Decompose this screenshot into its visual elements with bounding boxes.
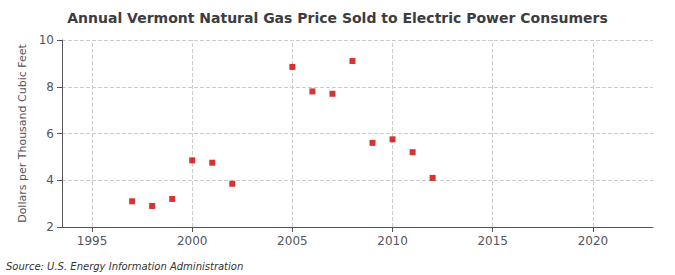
svg-text:2020: 2020 <box>578 234 609 248</box>
svg-text:2000: 2000 <box>177 234 208 248</box>
svg-text:2010: 2010 <box>377 234 408 248</box>
svg-text:Annual Vermont Natural Gas Pri: Annual Vermont Natural Gas Price Sold to… <box>67 10 608 26</box>
svg-text:4: 4 <box>46 173 54 187</box>
svg-text:2005: 2005 <box>277 234 308 248</box>
svg-text:Source: U.S. Energy Informatio: Source: U.S. Energy Information Administ… <box>6 261 243 272</box>
svg-text:6: 6 <box>46 127 54 141</box>
svg-text:2015: 2015 <box>477 234 508 248</box>
svg-text:1995: 1995 <box>77 234 108 248</box>
svg-text:10: 10 <box>39 33 54 47</box>
svg-text:2: 2 <box>46 220 54 234</box>
svg-text:8: 8 <box>46 80 54 94</box>
svg-text:Dollars per Thousand Cubic Fee: Dollars per Thousand Cubic Feet <box>16 43 29 222</box>
